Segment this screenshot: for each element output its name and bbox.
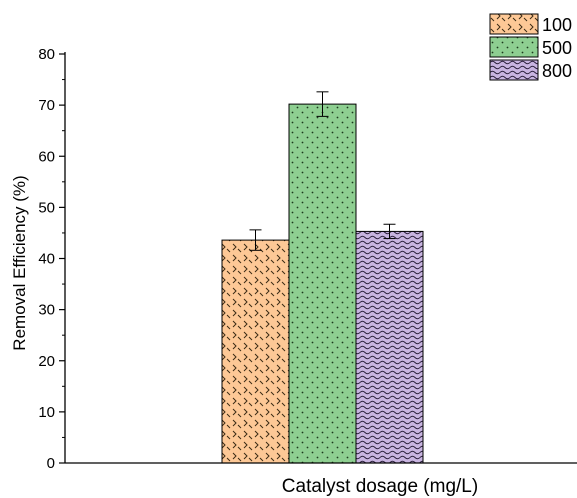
y-axis: 0 10 20 30 40 50 60 70 80 xyxy=(38,46,66,472)
y-tick-label: 70 xyxy=(38,97,55,114)
y-axis-label: Removal Efficiency (%) xyxy=(10,175,29,350)
legend-label-100: 100 xyxy=(542,15,572,35)
x-axis-label: Catalyst dosage (mg/L) xyxy=(282,476,478,497)
bar-800 xyxy=(355,230,424,464)
y-tick-label: 60 xyxy=(38,148,55,165)
plot-area xyxy=(221,91,424,464)
bar-100 xyxy=(221,239,290,464)
legend-label-500: 500 xyxy=(542,38,572,58)
y-tick-label: 30 xyxy=(38,302,55,319)
bar-500 xyxy=(288,103,357,464)
y-tick-label: 10 xyxy=(38,404,55,421)
legend-swatch-100 xyxy=(489,13,539,35)
y-tick-label: 80 xyxy=(38,46,55,63)
legend-swatch-800 xyxy=(489,59,539,81)
y-tick-label: 20 xyxy=(38,353,55,370)
legend-swatch-500 xyxy=(489,36,539,58)
legend-label-800: 800 xyxy=(542,61,572,81)
y-tick-label: 40 xyxy=(38,251,55,268)
y-tick-label: 50 xyxy=(38,199,55,216)
legend: 100 500 800 xyxy=(489,13,572,81)
y-tick-label: 0 xyxy=(47,455,55,472)
